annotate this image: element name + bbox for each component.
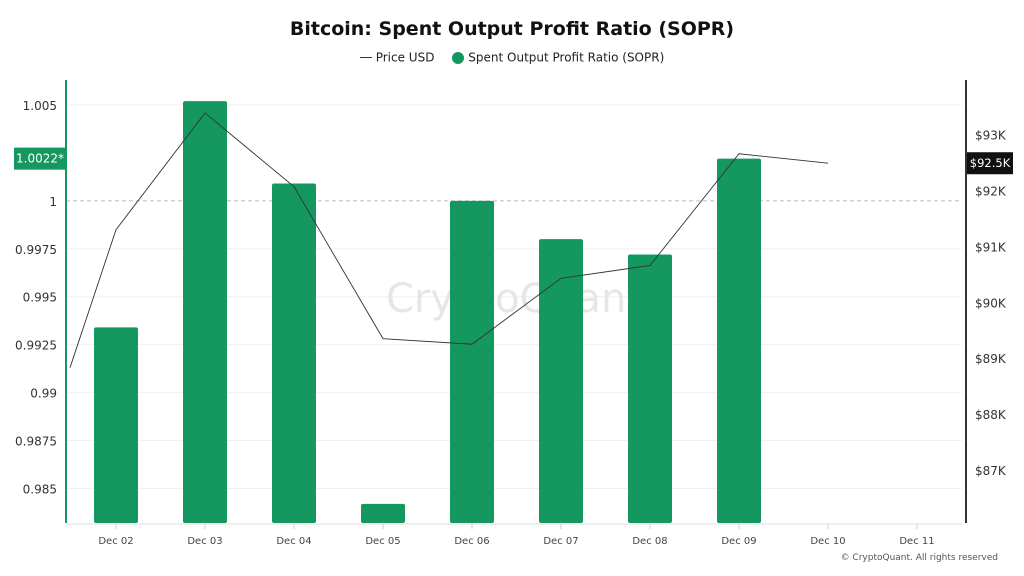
right-tick-label: $93K: [975, 129, 1007, 143]
bar-dec-07: [539, 239, 583, 523]
x-tick-label: Dec 02: [98, 536, 133, 547]
legend-dot-swatch: [452, 51, 465, 64]
right-tick-label: $92K: [975, 185, 1007, 199]
left-tick-label: 0.9875: [15, 435, 57, 449]
legend: Price USD Spent Output Profit Ratio (SOP…: [0, 50, 1024, 65]
legend-line-swatch: [359, 57, 372, 58]
left-tick-label: 0.9925: [15, 339, 57, 353]
x-tick-label: Dec 03: [187, 536, 222, 547]
legend-price[interactable]: Price USD: [375, 50, 435, 65]
bar-dec-03: [183, 101, 227, 523]
bar-dec-09: [717, 158, 761, 524]
right-tick-label: $87K: [975, 464, 1007, 478]
x-tick-label: Dec 09: [721, 536, 756, 547]
right-tick-label: $89K: [975, 352, 1007, 366]
current-sopr-label: 1.0022*: [16, 152, 64, 166]
current-sopr-badge: [14, 147, 66, 170]
left-tick-label: 0.99: [30, 387, 57, 401]
bar-dec-05: [361, 503, 405, 523]
left-tick-label: 1.005: [23, 99, 57, 113]
x-tick-label: Dec 04: [276, 536, 311, 547]
current-price-label: $92.5K: [970, 156, 1011, 170]
right-tick-label: $88K: [975, 408, 1007, 422]
x-tick-label: Dec 10: [810, 536, 845, 547]
bar-dec-04: [272, 183, 316, 523]
left-tick-label: 0.9975: [15, 243, 57, 257]
x-tick-label: Dec 06: [454, 536, 489, 547]
x-tick-label: Dec 11: [899, 536, 934, 547]
x-tick-label: Dec 08: [632, 536, 667, 547]
watermark: CryptoQuant: [386, 276, 642, 322]
right-tick-label: $91K: [975, 240, 1007, 254]
bar-dec-06: [450, 200, 494, 523]
bar-dec-08: [628, 254, 672, 524]
legend-sopr[interactable]: Spent Output Profit Ratio (SOPR): [468, 50, 665, 65]
x-tick-label: Dec 07: [543, 536, 578, 547]
left-tick-label: 0.985: [23, 482, 57, 496]
price-line: [69, 112, 829, 368]
right-tick-label: $90K: [975, 296, 1007, 310]
chart-title: Bitcoin: Spent Output Profit Ratio (SOPR…: [289, 18, 735, 40]
left-tick-label: 1: [49, 195, 57, 209]
x-tick-label: Dec 05: [365, 536, 400, 547]
left-tick-label: 0.995: [23, 291, 57, 305]
bar-dec-02: [94, 327, 138, 523]
current-price-badge: [967, 152, 1013, 175]
copyright: © CryptoQuant. All rights reserved: [840, 553, 998, 563]
